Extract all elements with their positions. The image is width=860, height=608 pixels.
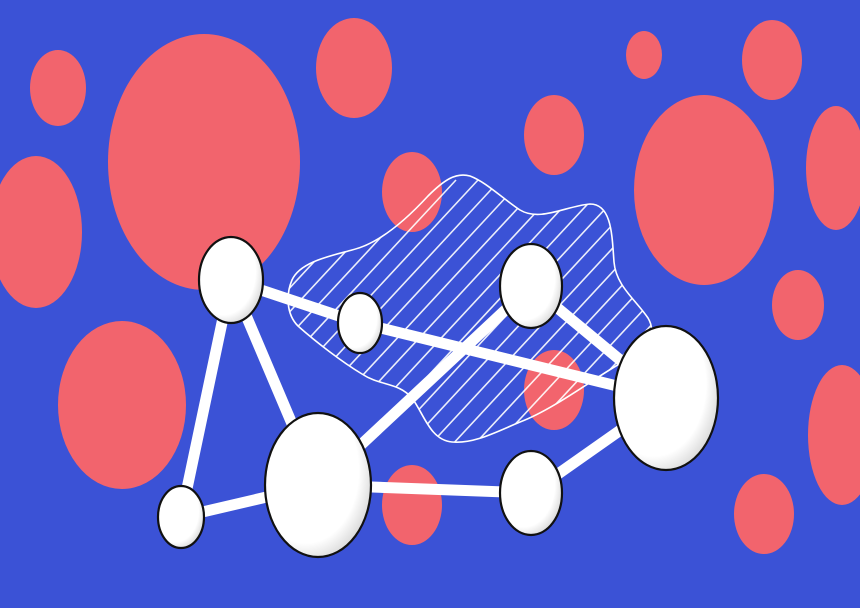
bubble	[634, 95, 774, 285]
bubble	[108, 34, 300, 290]
bubble	[742, 20, 802, 100]
bubble	[772, 270, 824, 340]
bubble	[382, 465, 442, 545]
bubble	[626, 31, 662, 79]
blob-outline	[287, 174, 653, 443]
node-d	[498, 449, 564, 537]
decorative-bubbles	[0, 18, 860, 554]
hatch-line	[459, 179, 652, 443]
hatch-line	[481, 179, 652, 443]
node-f	[612, 324, 720, 472]
bubble	[316, 18, 392, 118]
bubble	[0, 156, 82, 308]
node-e	[263, 411, 373, 559]
node-b	[336, 291, 384, 355]
graph-nodes	[156, 235, 720, 559]
bubble	[30, 50, 86, 126]
node-a	[197, 235, 265, 325]
bubble	[806, 106, 860, 230]
node-g	[156, 484, 206, 550]
bubble	[524, 95, 584, 175]
bubble	[58, 321, 186, 489]
node-c	[498, 242, 564, 330]
bubble	[808, 365, 860, 505]
bubble	[734, 474, 794, 554]
hatch-line	[288, 179, 457, 443]
